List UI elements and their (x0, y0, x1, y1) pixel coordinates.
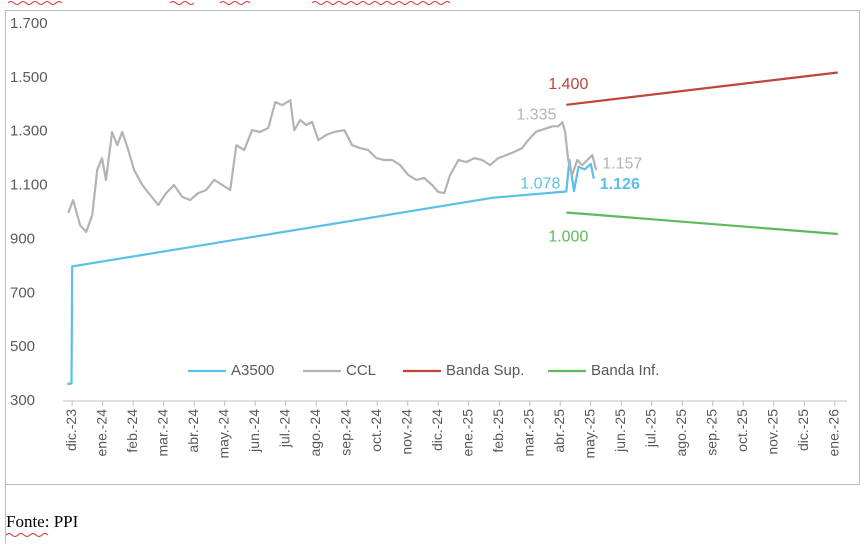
legend-label: Banda Inf. (591, 362, 659, 379)
x-tick-label: mar.-24 (154, 409, 170, 457)
footer: Fonte: PPI (6, 512, 79, 531)
x-tick-label: sep.-25 (703, 409, 719, 456)
x-tick-label: nov.-24 (398, 409, 414, 455)
y-tick-label: 300 (10, 392, 35, 409)
x-tick-label: ene.-24 (93, 409, 109, 457)
data-label: 1.400 (548, 76, 588, 93)
series-line (566, 71, 838, 106)
x-tick-label: mar.-25 (520, 409, 536, 457)
x-tick-label: feb.-25 (490, 409, 506, 453)
spell-mark (7, 1, 451, 5)
data-label: 1.157 (602, 155, 642, 172)
x-tick-label: may.-24 (215, 409, 231, 459)
x-tick-label: dic.-23 (63, 409, 79, 451)
x-tick-label: abr.-24 (185, 409, 201, 453)
x-tick-label: ene.-25 (459, 409, 475, 457)
legend-label: CCL (346, 362, 376, 379)
x-tick-label: feb.-24 (124, 409, 140, 453)
data-label: 1.126 (600, 176, 640, 193)
spell-mark (5, 533, 49, 537)
y-tick-label: 1.700 (10, 15, 48, 32)
x-tick-label: jul.-25 (642, 409, 658, 448)
y-tick-label: 1.100 (10, 177, 48, 194)
x-tick-label: ago.-24 (307, 409, 323, 457)
y-tick-label: 900 (10, 230, 35, 247)
x-tick-label: oct.-24 (368, 409, 384, 452)
x-tick-label: dic.-24 (429, 409, 445, 451)
x-tick-label: may.-25 (581, 409, 597, 459)
data-label: 1.335 (516, 107, 556, 124)
y-tick-label: 500 (10, 338, 35, 355)
legend-label: A3500 (231, 362, 274, 379)
series-line (67, 99, 598, 233)
data-label: 1.000 (548, 229, 588, 246)
series-line (566, 211, 838, 236)
x-tick-label: abr.-25 (551, 409, 567, 453)
y-tick-label: 1.300 (10, 123, 48, 140)
x-tick-label: oct.-25 (734, 409, 750, 452)
x-tick-label: sep.-24 (337, 409, 353, 456)
frame (5, 10, 860, 485)
x-tick-label: jul.-24 (276, 409, 292, 448)
data-label: 1.078 (520, 176, 560, 193)
y-tick-label: 1.500 (10, 69, 48, 86)
x-tick-label: ene.-26 (826, 409, 842, 457)
y-tick-label: 700 (10, 284, 35, 301)
legend-label: Banda Sup. (446, 362, 524, 379)
x-tick-label: dic.-25 (795, 409, 811, 451)
x-tick-label: ago.-25 (673, 409, 689, 457)
x-tick-label: nov.-25 (764, 409, 780, 455)
x-tick-label: jun.-24 (246, 409, 262, 453)
series-line (67, 158, 595, 386)
x-tick-label: jun.-25 (612, 409, 628, 453)
